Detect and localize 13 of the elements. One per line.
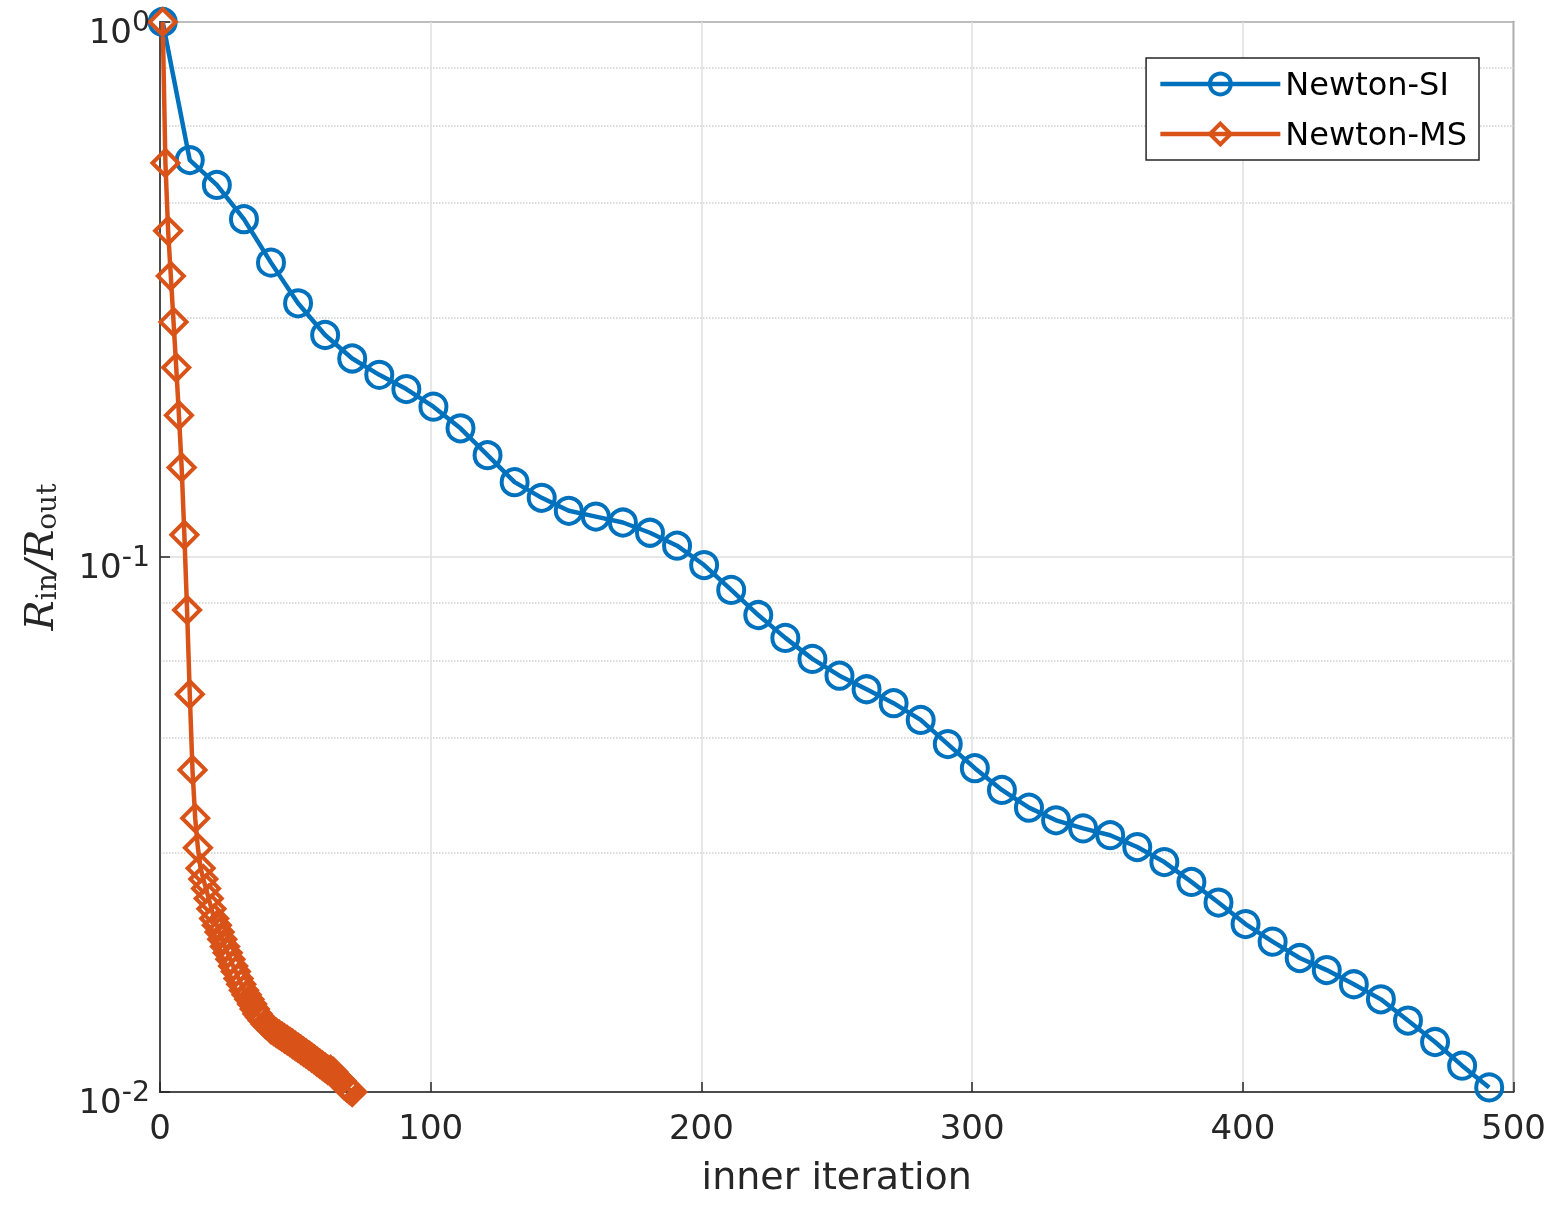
legend-label: Newton-SI [1285, 65, 1449, 103]
x-tick-label: 0 [149, 1107, 171, 1147]
x-tick-label: 400 [1210, 1107, 1276, 1147]
y-tick-label: 10$^{0}$ [88, 4, 150, 52]
y-tick-label: 10$^{-1}$ [78, 539, 150, 587]
x-tick-label: 100 [398, 1107, 464, 1147]
y-axis-title: Rin/Rout [16, 482, 63, 632]
legend-label: Newton-MS [1285, 115, 1467, 153]
x-tick-label: 300 [939, 1107, 1005, 1147]
x-axis-title: inner iteration [701, 1154, 972, 1198]
x-tick-label: 500 [1481, 1107, 1547, 1147]
x-tick-label: 200 [668, 1107, 734, 1147]
y-tick-label: 10$^{-2}$ [78, 1074, 150, 1122]
